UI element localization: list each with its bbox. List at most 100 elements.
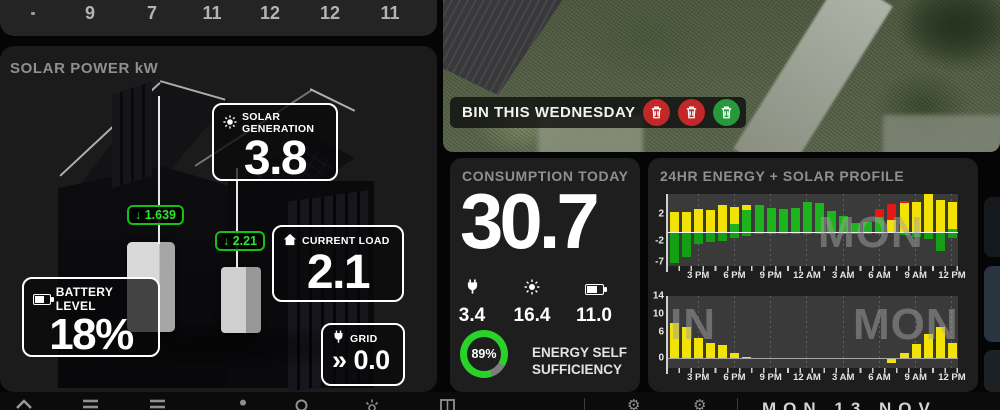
- bar-segment: [887, 204, 897, 221]
- x-tick-label: 12 AM: [793, 270, 821, 281]
- consumption-total: 30.7: [460, 177, 600, 265]
- bar: [730, 352, 740, 358]
- bar-segment: [742, 205, 752, 210]
- battery-level-badge: BATTERY LEVEL 18%: [22, 277, 160, 357]
- x-tick-label: 3 AM: [832, 270, 855, 281]
- bar-negative: [778, 233, 788, 235]
- grid-icon[interactable]: [440, 399, 455, 410]
- bin-icon-green[interactable]: [713, 99, 741, 126]
- gauge-label: ENERGY SELF SUFFICIENCY: [532, 344, 627, 378]
- plug-icon: [332, 330, 345, 347]
- metric-solar-value: 16.4: [513, 305, 551, 326]
- bar-segment: [899, 203, 909, 232]
- toolbar-divider: [737, 398, 738, 410]
- bin-icon-red[interactable]: [643, 99, 671, 126]
- bar-segment: [754, 205, 764, 232]
- bar: [923, 333, 933, 358]
- bar-negative: [766, 233, 776, 235]
- bar-negative: [814, 233, 824, 235]
- top-chart-y-axis: [666, 194, 668, 272]
- bar-segment: [827, 210, 837, 232]
- metric-grid: 3.4: [450, 279, 494, 327]
- forecast-value: 11: [380, 3, 400, 23]
- bar-negative: [694, 233, 704, 244]
- x-tick-label: 12 AM: [793, 372, 821, 383]
- battery-icon: [33, 293, 54, 305]
- watermark: MON: [853, 300, 958, 349]
- bar-negative: [923, 233, 933, 240]
- toolbar-divider: [584, 398, 585, 410]
- bar: [670, 322, 679, 358]
- metric-battery: 11.0: [572, 282, 616, 327]
- gridline: [770, 296, 772, 368]
- forecast-value: 7: [146, 3, 158, 23]
- brightness-icon[interactable]: [364, 399, 380, 410]
- x-tick-label: 6 PM: [723, 372, 746, 383]
- bar: [947, 342, 957, 358]
- y-tick-label: 0: [658, 352, 664, 364]
- camera-card[interactable]: BIN THIS WEDNESDAY: [443, 0, 1000, 152]
- bar-segment: [947, 201, 957, 230]
- watermark: MON: [818, 208, 924, 257]
- bar-segment: [730, 223, 740, 232]
- list-icon[interactable]: [83, 399, 98, 410]
- x-tick-label: 9 AM: [904, 372, 927, 383]
- bin-overlay-label: BIN THIS WEDNESDAY: [462, 104, 636, 121]
- bar-negative: [863, 233, 873, 234]
- forecast-value: 11: [202, 3, 222, 23]
- bar: [706, 342, 716, 358]
- gauge-label-line2: SUFFICIENCY: [532, 362, 623, 377]
- bar-negative: [899, 233, 909, 235]
- forecast-dot: [31, 12, 35, 15]
- gridline: [842, 296, 844, 368]
- battery-level-value: 18%: [49, 310, 134, 359]
- consumption-card: CONSUMPTION TODAY 30.7 3.4 16.4 11.0 89%…: [450, 158, 640, 392]
- consumption-title: CONSUMPTION TODAY: [462, 168, 629, 184]
- bar-segment: [887, 220, 897, 232]
- bar-negative: [802, 233, 812, 235]
- bottom-toolbar: ⚙ ⚙ MON 13 NOV: [0, 392, 1000, 410]
- x-tick-label: 6 AM: [868, 270, 891, 281]
- gauge-label-line1: ENERGY SELF: [532, 345, 628, 360]
- gridline: [915, 296, 917, 368]
- bar-segment: [742, 209, 752, 232]
- bar-negative: [935, 233, 945, 252]
- solar-generation-badge: SOLAR GENERATION 3.8: [212, 103, 338, 185]
- solar-card-title: SOLAR POWER kW: [10, 60, 159, 77]
- y-tick-label: 14: [652, 290, 664, 302]
- x-tick-label: 12 PM: [938, 270, 966, 281]
- y-tick-label: 10: [652, 308, 664, 320]
- search-icon[interactable]: [295, 399, 309, 410]
- gear-icon[interactable]: ⚙: [627, 397, 641, 410]
- watermark: IN: [670, 300, 716, 349]
- gear-icon[interactable]: ⚙: [693, 397, 707, 410]
- bar-negative: [742, 233, 752, 236]
- bar-segment: [670, 211, 679, 232]
- metric-battery-value: 11.0: [576, 305, 612, 326]
- x-tick-label: 3 PM: [687, 372, 710, 383]
- home-icon[interactable]: [16, 399, 32, 410]
- bar-segment: [863, 221, 873, 232]
- x-tick-label: 3 PM: [687, 270, 710, 281]
- zero-line: [668, 231, 958, 233]
- bar-segment: [875, 217, 885, 232]
- bar-segment: [814, 203, 824, 232]
- bottom-chart-y-axis: [666, 296, 668, 374]
- list-icon[interactable]: [150, 399, 165, 410]
- house-chimney: [112, 81, 152, 189]
- bar-negative: [839, 233, 849, 234]
- bin-icon-red[interactable]: [678, 99, 706, 126]
- x-tick-label: 9 AM: [904, 270, 927, 281]
- sun-icon: [223, 114, 237, 132]
- bar-segment: [706, 209, 716, 232]
- bottom-chart-ticks: [668, 368, 958, 373]
- x-tick-label: 9 PM: [759, 372, 782, 383]
- forecast-value: 12: [319, 3, 341, 23]
- solar-wire: [236, 168, 238, 268]
- gridline: [951, 296, 953, 368]
- solar-generation-value: 3.8: [243, 132, 308, 185]
- bar-segment: [718, 205, 728, 232]
- person-icon[interactable]: [237, 399, 249, 410]
- bar-negative: [947, 233, 957, 239]
